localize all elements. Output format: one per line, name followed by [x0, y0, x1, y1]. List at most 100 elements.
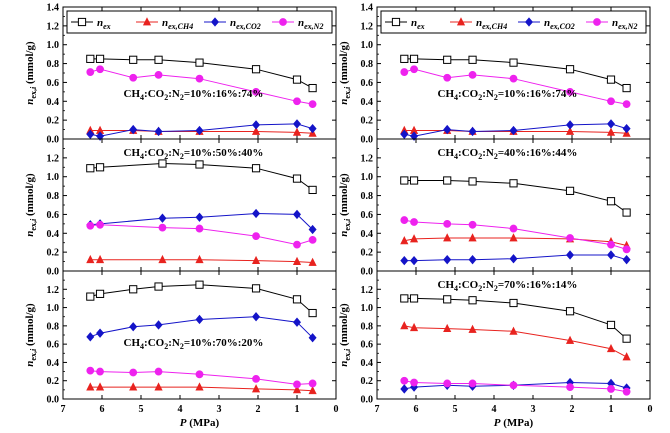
point-n2: [607, 97, 615, 106]
y-tick-label: 1.0: [47, 303, 60, 314]
y-tick-label: 1.0: [361, 303, 374, 314]
point-ch4: [308, 386, 317, 395]
point-ch4: [292, 385, 302, 394]
point-co2: [308, 224, 317, 235]
point-total: [622, 208, 631, 217]
point-n2: [468, 379, 477, 388]
point-co2: [468, 255, 477, 265]
panel-1-0: 0.0 0.2 0.4 0.6 0.8 1.0 1.2 1.4 CH4:CO2:N2=10%:1…: [361, 3, 651, 146]
point-co2: [410, 255, 419, 266]
point-total: [606, 197, 616, 206]
legend-marker-total: [391, 17, 401, 27]
point-co2: [195, 314, 204, 325]
point-total: [409, 294, 419, 303]
y-tick-label: 0.4: [361, 229, 374, 240]
x-tick-label: 2: [570, 404, 575, 415]
point-co2: [129, 124, 138, 135]
point-n2: [622, 245, 631, 254]
y-axis-label: nex,i (mmol/g): [24, 173, 38, 237]
x-axis-label: P (MPa): [180, 417, 220, 429]
point-co2: [86, 332, 95, 342]
point-total: [308, 308, 317, 318]
legend-label-ch4: nex,CH4: [162, 17, 193, 31]
series-line-co2: [90, 316, 313, 339]
x-tick-label: 5: [453, 404, 458, 415]
legend-marker-ch4: [456, 17, 466, 26]
point-co2: [410, 131, 419, 141]
point-ch4: [509, 233, 518, 242]
point-ch4: [251, 384, 261, 393]
point-co2: [400, 255, 409, 266]
y-tick-label: 0.2: [47, 376, 60, 387]
point-total: [308, 185, 317, 195]
panel-0-0: 0.0 0.2 0.4 0.6 0.8 1.0 1.2 1.4 CH4:CO2:N2=10%:1…: [47, 3, 337, 146]
y-tick-label: 0.8: [47, 321, 60, 332]
composition-annotation: CH4:CO2:N2=40%:16%:44%: [438, 147, 578, 161]
point-n2: [195, 224, 204, 233]
point-total: [606, 320, 616, 330]
series-line-n2: [404, 219, 627, 250]
point-total: [622, 83, 631, 93]
y-tick-label: 1.4: [47, 3, 60, 14]
point-n2: [509, 224, 518, 233]
y-tick-label: 0.8: [361, 321, 374, 332]
y-tick-label: 0.6: [47, 78, 60, 89]
point-n2: [96, 367, 104, 376]
legend-label-total: nex: [97, 17, 111, 31]
point-ch4: [86, 254, 95, 264]
x-tick-label: 3: [217, 404, 222, 415]
point-co2: [252, 208, 261, 219]
point-ch4: [409, 234, 419, 243]
x-tick-label: 1: [295, 404, 300, 415]
point-co2: [622, 255, 631, 265]
point-total: [292, 75, 302, 84]
legend: nex nex,CH4 nex,CO2 nex,N2: [66, 10, 333, 34]
y-tick-label: 1.2: [47, 285, 60, 296]
point-ch4: [292, 256, 302, 265]
point-n2: [443, 73, 452, 82]
legend-box: [66, 10, 333, 34]
y-tick-label: 0.6: [361, 210, 374, 221]
point-co2: [252, 120, 261, 130]
point-total: [292, 174, 302, 183]
x-tick-label: 7: [375, 404, 380, 415]
y-tick-label: 0.0: [361, 395, 374, 406]
y-axis-label: nex,i (mmol/g): [24, 303, 38, 367]
point-total: [622, 334, 631, 343]
composition-annotation: CH4:CO2:N2=10%:16%:74%: [438, 88, 578, 102]
y-tick-label: 1.2: [361, 153, 374, 164]
point-ch4: [565, 126, 575, 135]
point-total: [86, 292, 95, 301]
point-ch4: [251, 255, 261, 265]
point-co2: [308, 123, 317, 134]
point-total: [195, 160, 204, 169]
y-tick-label: 0.0: [361, 267, 374, 278]
point-n2: [308, 100, 317, 109]
point-co2: [566, 120, 575, 130]
y-tick-label: 1.2: [361, 21, 374, 32]
point-total: [251, 164, 261, 173]
point-ch4: [409, 322, 419, 332]
y-tick-label: 0.6: [361, 340, 374, 351]
point-total: [409, 54, 419, 63]
point-co2: [509, 254, 518, 264]
x-tick-label: 4: [178, 404, 183, 415]
point-co2: [293, 317, 301, 327]
point-total: [95, 54, 105, 63]
point-n2: [468, 70, 477, 79]
point-co2: [252, 312, 261, 322]
x-tick-label: 2: [256, 404, 261, 415]
point-ch4: [195, 382, 204, 391]
point-n2: [566, 87, 574, 96]
point-total: [443, 176, 452, 185]
point-n2: [293, 97, 301, 106]
point-n2: [154, 367, 163, 376]
legend-label-ch4: nex,CH4: [476, 17, 507, 31]
point-total: [509, 298, 518, 308]
point-n2: [566, 383, 574, 392]
point-n2: [86, 68, 95, 76]
x-tick-label: 0: [334, 404, 339, 415]
point-total: [565, 307, 575, 316]
y-axis-label: nex,i (mmol/g): [338, 41, 352, 105]
